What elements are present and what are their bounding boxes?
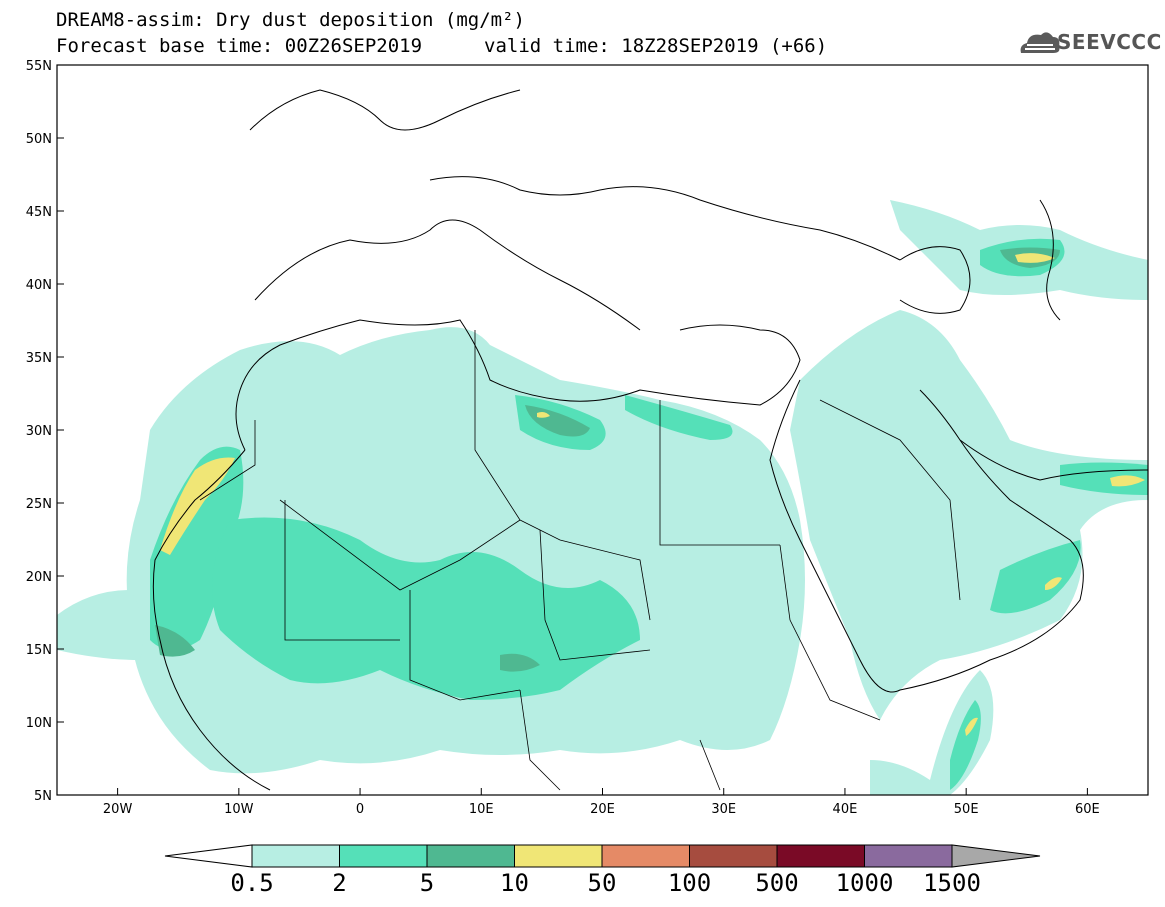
colorbar-label: 10: [500, 869, 529, 897]
valid-time: valid time: 18Z28SEP2019 (+66): [484, 35, 828, 57]
forecast-base-time: Forecast base time: 00Z26SEP2019: [56, 35, 423, 57]
dust-area-yellow-somalia: [965, 717, 978, 736]
longitude-axis: 20W 10W 0 10E 20E 30E 40E 50E 60E: [103, 788, 1100, 817]
lon-tick-label: 50E: [954, 802, 979, 817]
colorbar-swatch: [339, 844, 428, 868]
dust-area-medium-sahel: [212, 517, 640, 700]
dust-area-yellow-iran: [1110, 475, 1145, 487]
lat-tick-label: 10N: [26, 716, 52, 731]
lon-tick-label: 10W: [224, 802, 254, 817]
lon-tick-label: 60E: [1075, 802, 1100, 817]
colorbar-swatch: [601, 844, 690, 868]
lat-tick-label: 50N: [26, 132, 52, 147]
colorbar-label: 1000: [836, 869, 894, 897]
dust-field: [57, 89, 1148, 795]
colorbar-under-triangle: [164, 844, 253, 868]
colorbar-swatch: [251, 844, 340, 868]
lon-tick-label: 40E: [833, 802, 858, 817]
dust-area-medium-oman: [990, 540, 1081, 614]
colorbar: 0.5 2 5 10 50 100 500 1000 1500: [164, 844, 1041, 897]
lat-tick-label: 40N: [26, 278, 52, 293]
lon-tick-label: 0: [356, 802, 364, 817]
colorbar-label: 0.5: [230, 869, 273, 897]
country-borders: [199, 330, 961, 791]
colorbar-swatch: [514, 844, 603, 868]
dust-area-yellow-oman: [1045, 577, 1062, 590]
dust-area-medium-egypt: [625, 395, 733, 440]
lat-tick-label: 30N: [26, 424, 52, 439]
dust-area-dark-niger: [500, 653, 540, 672]
colorbar-swatch: [426, 844, 515, 868]
colorbar-over-triangle: [951, 844, 1041, 868]
dust-area-medium-mauritania: [150, 446, 244, 650]
chart-title: DREAM8-assim: Dry dust deposition (mg/m²…: [56, 9, 525, 31]
lat-tick-label: 55N: [26, 59, 52, 74]
dust-area-light-atlantic: [57, 590, 144, 660]
lat-tick-label: 5N: [34, 789, 52, 804]
colorbar-label: 1500: [923, 869, 981, 897]
dust-area-dark-senegal: [155, 625, 195, 657]
colorbar-label: 100: [668, 869, 711, 897]
lon-tick-label: 20E: [590, 802, 615, 817]
cloud-icon: [1020, 32, 1060, 53]
lat-tick-label: 35N: [26, 351, 52, 366]
colorbar-label: 5: [420, 869, 434, 897]
dust-area-yellow-caspian: [1015, 253, 1055, 263]
dust-area-light-arabia: [790, 310, 1148, 720]
lon-tick-label: 30E: [711, 802, 736, 817]
lat-tick-label: 45N: [26, 205, 52, 220]
dust-area-yellow-libya: [537, 412, 550, 418]
lon-tick-label: 10E: [469, 802, 494, 817]
colorbar-label: 2: [332, 869, 346, 897]
lon-tick-label: 20W: [103, 802, 133, 817]
colorbar-label: 50: [588, 869, 617, 897]
coastlines: [152, 89, 1148, 791]
lat-tick-label: 25N: [26, 497, 52, 512]
lat-tick-label: 15N: [26, 643, 52, 658]
colorbar-swatch: [689, 844, 778, 868]
colorbar-swatch: [864, 844, 953, 868]
colorbar-swatch: [776, 844, 865, 868]
lat-tick-label: 20N: [26, 570, 52, 585]
latitude-axis: 55N 50N 45N 40N 35N 30N 25N 20N 15N 10N 5N: [26, 59, 64, 804]
colorbar-label: 500: [755, 869, 798, 897]
logo-text: SEEVCCC: [1057, 30, 1162, 54]
